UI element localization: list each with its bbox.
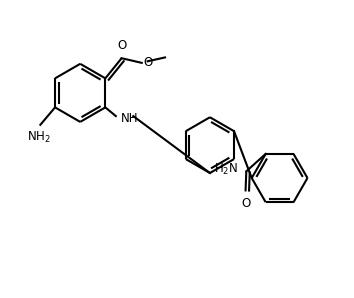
Text: NH$_2$: NH$_2$ <box>27 129 50 145</box>
Text: H$_2$N: H$_2$N <box>213 162 238 177</box>
Text: NH: NH <box>121 111 138 125</box>
Text: O: O <box>118 39 127 52</box>
Text: O: O <box>241 197 250 210</box>
Text: O: O <box>143 56 153 69</box>
